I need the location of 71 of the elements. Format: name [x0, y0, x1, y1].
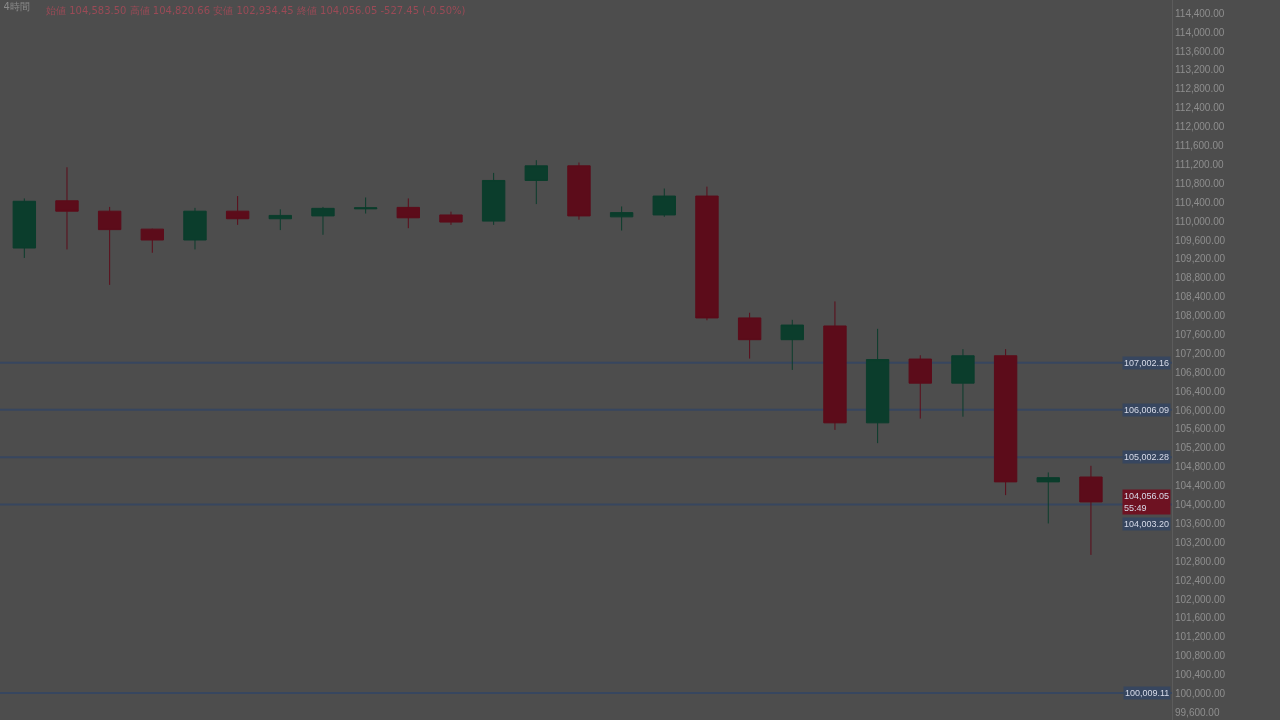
y-tick-label: 110,000.00 — [1175, 215, 1225, 227]
y-tick-label: 113,600.00 — [1175, 45, 1225, 57]
candlestick — [311, 206, 335, 236]
y-tick-label: 106,000.00 — [1175, 404, 1226, 416]
y-tick-label: 112,800.00 — [1175, 83, 1225, 95]
candlestick — [908, 354, 932, 420]
candlestick — [183, 207, 207, 250]
y-tick-label: 102,000.00 — [1175, 593, 1226, 605]
candlestick — [268, 208, 293, 231]
y-tick-label: 104,000.00 — [1175, 499, 1226, 511]
y-tick-label: 105,600.00 — [1175, 423, 1226, 435]
y-tick-label: 101,600.00 — [1175, 612, 1226, 624]
candlestick — [951, 348, 975, 418]
candlestick — [823, 300, 847, 431]
candlestick — [55, 166, 79, 250]
ref-line-label: 100,009.11 — [1125, 688, 1170, 698]
y-tick-label: 108,800.00 — [1175, 272, 1226, 284]
y-tick-label: 110,800.00 — [1175, 177, 1225, 189]
y-tick-label: 100,000.00 — [1175, 688, 1226, 700]
y-tick-label: 114,400.00 — [1175, 7, 1225, 19]
candlestick — [12, 197, 37, 259]
y-tick-label: 109,600.00 — [1175, 234, 1226, 246]
y-tick-label: 102,400.00 — [1175, 574, 1226, 586]
y-tick-label: 105,200.00 — [1175, 442, 1226, 454]
candlestick — [993, 348, 1018, 496]
candlestick — [439, 211, 463, 226]
y-tick-label: 107,600.00 — [1175, 328, 1226, 340]
y-tick-label: 108,000.00 — [1175, 310, 1226, 322]
candlestick — [225, 195, 250, 226]
candlestick — [1036, 471, 1060, 524]
candlestick — [695, 186, 719, 321]
ref-line-label: 105,002.28 — [1124, 452, 1170, 462]
y-tick-label: 112,400.00 — [1175, 102, 1225, 114]
annotation: 104,056.05 55:49 — [1124, 491, 1170, 513]
candlestick — [396, 197, 420, 229]
candlestick — [780, 319, 804, 371]
y-tick-label: 108,400.00 — [1175, 291, 1226, 303]
ref-line-label: 107,002.16 — [1124, 358, 1170, 368]
candlestick — [353, 196, 378, 215]
candlestick — [865, 328, 890, 444]
candlestick — [140, 228, 165, 254]
candlestick — [481, 172, 506, 226]
candlestick — [97, 206, 122, 286]
y-tick-label: 104,400.00 — [1175, 480, 1226, 492]
y-tick-label: 106,400.00 — [1175, 385, 1226, 397]
y-tick-label: 100,400.00 — [1175, 669, 1226, 681]
candlestick — [737, 312, 762, 360]
y-tick-label: 112,000.00 — [1175, 121, 1225, 133]
y-tick-label: 104,800.00 — [1175, 461, 1226, 473]
y-tick-label: 100,800.00 — [1175, 650, 1226, 662]
y-tick-label: 103,600.00 — [1175, 517, 1226, 529]
y-tick-label: 110,400.00 — [1175, 196, 1225, 208]
text: 始値 104,583.50 高値 104,820.66 安値 102,934.45 終値 104,056.05 -527.45 (-0.50%) — [46, 5, 466, 16]
candlestick — [1079, 465, 1103, 556]
candlestick — [567, 162, 591, 221]
y-tick-label: 113,200.00 — [1175, 64, 1225, 76]
candlestick — [524, 159, 548, 205]
y-tick-label: 101,200.00 — [1175, 631, 1226, 643]
y-tick-label: 111,600.00 — [1175, 140, 1224, 152]
y-tick-label: 102,800.00 — [1175, 555, 1226, 567]
ref-line-label: 106,006.09 — [1124, 405, 1170, 415]
y-tick-label: 103,200.00 — [1175, 536, 1226, 548]
y-tick-label: 114,000.00 — [1175, 26, 1225, 38]
y-tick-label: 99,600.00 — [1175, 706, 1220, 718]
ref-line-label: 104,003.20 — [1124, 519, 1170, 529]
candlestick — [609, 205, 634, 232]
y-tick-label: 111,200.00 — [1175, 158, 1224, 170]
y-tick-label: 106,800.00 — [1175, 366, 1226, 378]
candlestick — [652, 188, 676, 218]
y-tick-label: 107,200.00 — [1175, 347, 1226, 359]
y-tick-label: 109,200.00 — [1175, 253, 1226, 265]
